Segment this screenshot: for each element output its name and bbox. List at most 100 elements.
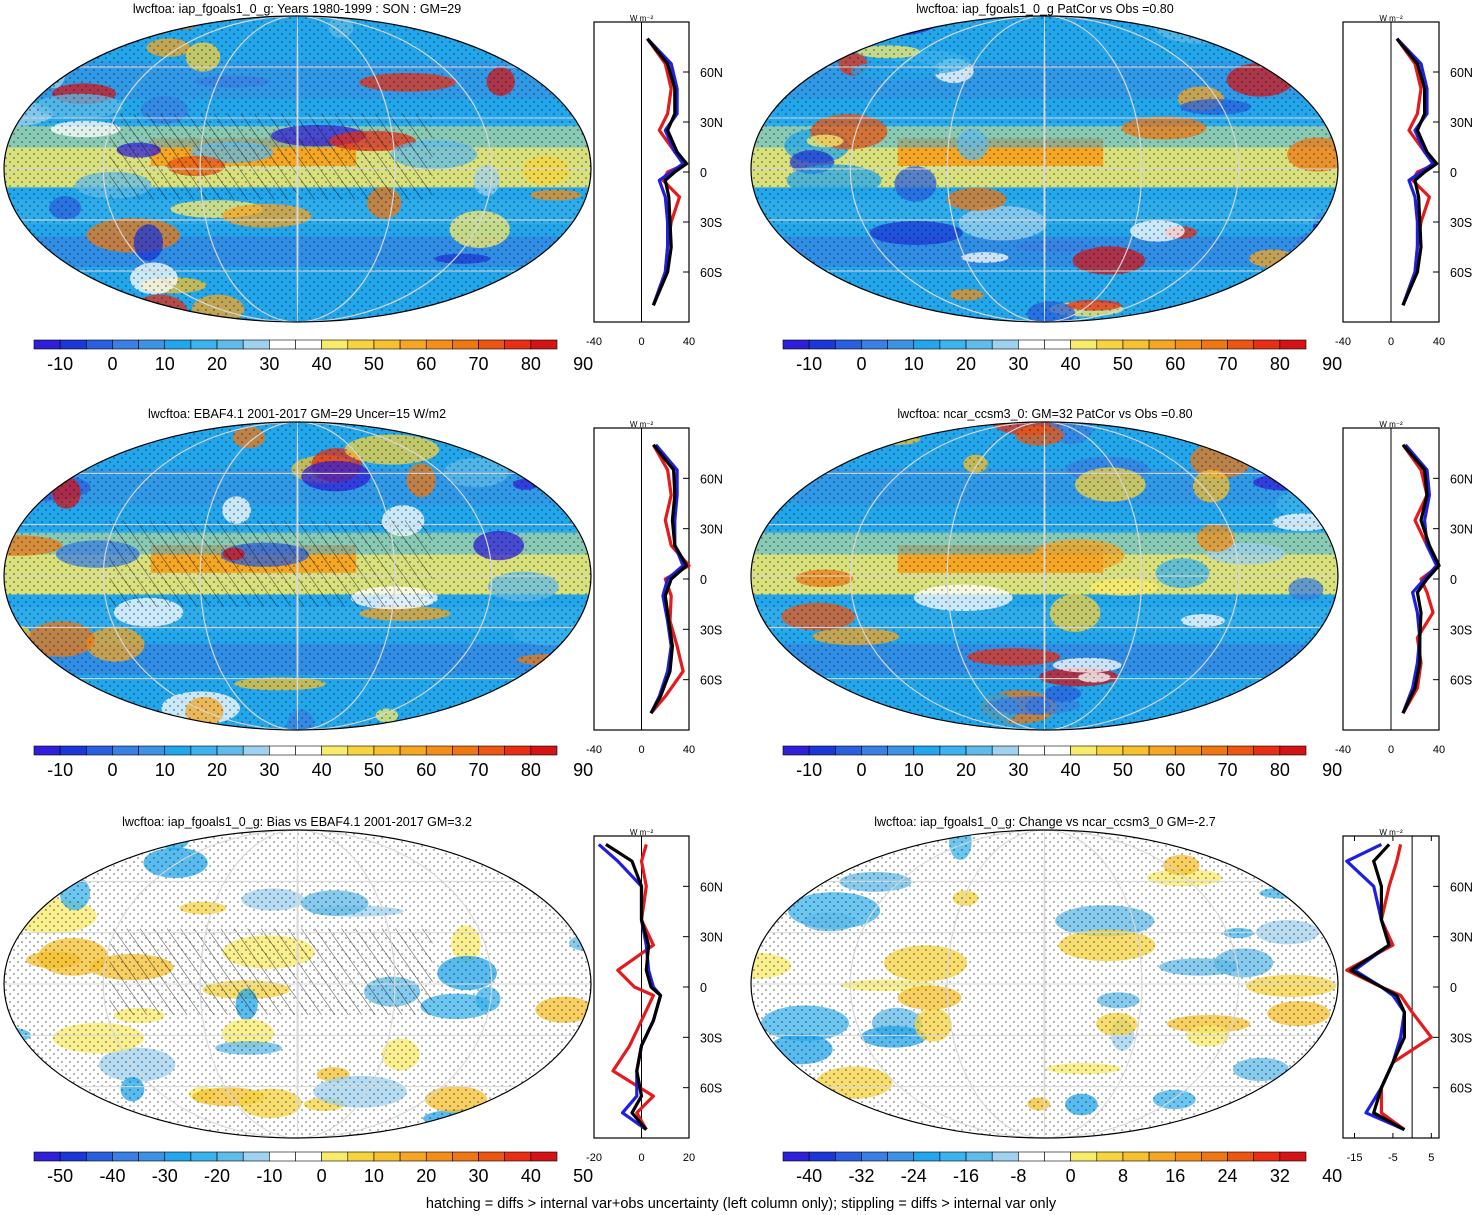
graticule-lon — [296, 829, 299, 1139]
profile-lat-label: 60S — [1450, 266, 1472, 280]
panel-obs: lwcftoa: EBAF4.1 2001-2017 GM=29 Uncer=1… — [3, 407, 723, 780]
profile-line-blue — [1401, 443, 1439, 714]
panel-model: lwcftoa: iap_fgoals1_0_g: Years 1980-199… — [3, 2, 723, 374]
profile-line-black — [646, 37, 689, 306]
colorbar-box — [216, 339, 244, 350]
profile-xtick-label: -40 — [1335, 744, 1351, 756]
colorbar-box — [86, 339, 113, 350]
colorbar-box — [373, 1151, 401, 1162]
colorbar-label: 70 — [1218, 354, 1238, 374]
colorbar-box — [1070, 1151, 1098, 1162]
map-title: lwcftoa: iap_fgoals1_0_g: Years 1980-199… — [133, 2, 461, 16]
colorbar-label: 70 — [469, 760, 489, 780]
colorbar-box — [530, 745, 558, 756]
colorbar-box — [1174, 745, 1202, 756]
profile-lat-label: 30N — [1450, 116, 1473, 130]
colorbar-label: 20 — [207, 354, 227, 374]
colorbar-box — [138, 745, 166, 756]
profile-xtick-label: 0 — [1388, 336, 1394, 348]
contour-blob — [1272, 681, 1303, 715]
profile-lat-label: 30N — [1450, 931, 1473, 945]
colorbar-box — [399, 1151, 427, 1162]
colorbar-label: 0 — [856, 760, 866, 780]
colorbar-box — [939, 745, 967, 756]
colorbar-label: 50 — [573, 1166, 593, 1186]
contour-blob — [847, 299, 898, 315]
colorbar-box — [1279, 339, 1307, 350]
colorbar-box — [112, 339, 139, 350]
colorbar-box — [1253, 339, 1281, 350]
colorbar-label: 50 — [364, 760, 384, 780]
colorbar-box — [216, 745, 244, 756]
profile-lat-label: 30N — [1450, 523, 1473, 537]
colorbar-box — [190, 745, 218, 756]
colorbar-box — [478, 745, 505, 756]
colorbar-label: 10 — [155, 760, 175, 780]
colorbar-box — [782, 339, 810, 350]
colorbar-box — [913, 339, 941, 350]
colorbar-box — [347, 339, 375, 350]
colorbar-label: 10 — [904, 354, 924, 374]
colorbar-box — [452, 339, 479, 350]
colorbar-box — [1253, 1151, 1281, 1162]
colorbar-label: 90 — [1322, 760, 1342, 780]
colorbar-box — [112, 1151, 139, 1162]
profile-xtick-label: -40 — [1335, 336, 1351, 348]
colorbar-box — [1096, 1151, 1124, 1162]
colorbar-box — [190, 1151, 218, 1162]
colorbar-box — [504, 1151, 532, 1162]
panel-ref: lwcftoa: ncar_ccsm3_0: GM=32 PatCor vs O… — [750, 407, 1473, 780]
colorbar-box — [1018, 1151, 1045, 1162]
colorbar-label: 24 — [1218, 1166, 1238, 1186]
contour-blob — [57, 290, 92, 315]
colorbar-box — [59, 1151, 87, 1162]
colorbar-box — [33, 745, 61, 756]
contour-blob — [751, 505, 777, 520]
colorbar-label: 20 — [207, 760, 227, 780]
map-field — [751, 16, 1338, 322]
colorbar-box — [164, 745, 192, 756]
profile-lat-label: 30S — [1450, 623, 1472, 637]
colorbar-label: 70 — [1218, 760, 1238, 780]
colorbar-label: 90 — [1322, 354, 1342, 374]
profile-lat-label: 30S — [1450, 216, 1472, 230]
contour-blob — [531, 1095, 582, 1108]
colorbar-label: 32 — [1270, 1166, 1290, 1186]
contour-blob — [106, 699, 132, 722]
colorbar-label: 40 — [312, 760, 332, 780]
colorbar-box — [939, 1151, 967, 1162]
map-outline — [750, 829, 1339, 1139]
profile-line-black — [605, 843, 663, 1131]
colorbar-label: 0 — [107, 354, 117, 374]
colorbar-box — [86, 745, 113, 756]
colorbar-box — [478, 339, 505, 350]
contour-blob — [18, 866, 45, 878]
profile-lat-label: 30S — [700, 216, 722, 230]
profile-line-red — [649, 444, 691, 715]
profile-units: W m⁻² — [1379, 828, 1403, 837]
profile-xtick-label: 0 — [638, 1152, 644, 1164]
colorbar-box — [965, 339, 993, 350]
profile-lat-label: 60S — [700, 1082, 722, 1096]
colorbar-label: 0 — [856, 354, 866, 374]
colorbar-label: -40 — [99, 1166, 125, 1186]
colorbar-label: 60 — [416, 760, 436, 780]
map-field — [751, 422, 1338, 730]
colorbar-box — [1018, 745, 1045, 756]
colorbar-box — [216, 1151, 244, 1162]
colorbar-label: -32 — [848, 1166, 874, 1186]
colorbar-label: -24 — [901, 1166, 927, 1186]
profile-lat-label: 60S — [700, 266, 722, 280]
colorbar-box — [991, 339, 1019, 350]
colorbar-box — [1070, 745, 1098, 756]
colorbar-label: 30 — [1008, 760, 1028, 780]
colorbar-label: -16 — [953, 1166, 979, 1186]
colorbar-label: 40 — [521, 1166, 541, 1186]
colorbar-box — [504, 745, 532, 756]
colorbar-label: 80 — [1270, 760, 1290, 780]
colorbar-label: 30 — [259, 354, 279, 374]
contour-blob — [752, 67, 774, 80]
colorbar-box — [1044, 745, 1071, 756]
colorbar-box — [1148, 339, 1176, 350]
map-outline — [3, 829, 592, 1139]
